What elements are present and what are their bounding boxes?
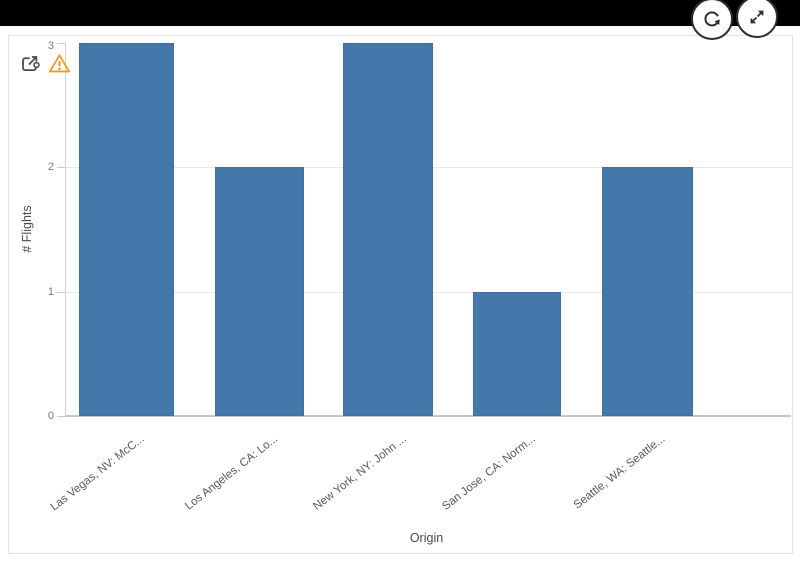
refresh-icon (701, 8, 723, 30)
y-tick-label: 0 (47, 410, 54, 422)
x-category-label[interactable]: Seattle, WA: Seattle... (572, 433, 668, 512)
x-category-label[interactable]: Los Angeles, CA: Lo... (182, 433, 280, 513)
expand-button[interactable] (736, 0, 778, 38)
bar-5[interactable] (602, 167, 693, 416)
x-axis-line (66, 415, 791, 417)
warning-triangle-icon[interactable] (48, 53, 71, 79)
y-axis-line (65, 43, 66, 417)
chart-indicators (19, 52, 71, 79)
y-tick-label: 3 (47, 40, 54, 52)
plot-area (66, 43, 791, 417)
top-bar (0, 0, 800, 26)
x-category-label[interactable]: New York, NY: John ... (310, 433, 409, 513)
x-axis-title: Origin (409, 531, 444, 545)
share-link-icon[interactable] (19, 52, 41, 79)
bar-4[interactable] (473, 291, 561, 416)
bar-1[interactable] (79, 43, 174, 416)
x-category-label[interactable]: Las Vegas, NV: McC... (48, 433, 147, 514)
y-axis-title: # Flights (20, 205, 34, 253)
y-tick-mark (57, 291, 65, 293)
bar-3[interactable] (343, 43, 433, 416)
x-category-label[interactable]: San Jose, CA: Norm... (439, 433, 538, 513)
y-tick-mark (57, 167, 65, 169)
y-tick-label: 2 (47, 161, 54, 174)
expand-icon (746, 6, 768, 28)
y-tick-label: 1 (47, 285, 54, 298)
y-tick-mark (57, 43, 65, 44)
y-tick-mark (57, 416, 65, 417)
bar-2[interactable] (215, 167, 304, 416)
chart-card: # Flights Origin 0 1 2 3 Las Vegas, NV: McC.… (8, 35, 793, 554)
refresh-button[interactable] (691, 0, 733, 40)
